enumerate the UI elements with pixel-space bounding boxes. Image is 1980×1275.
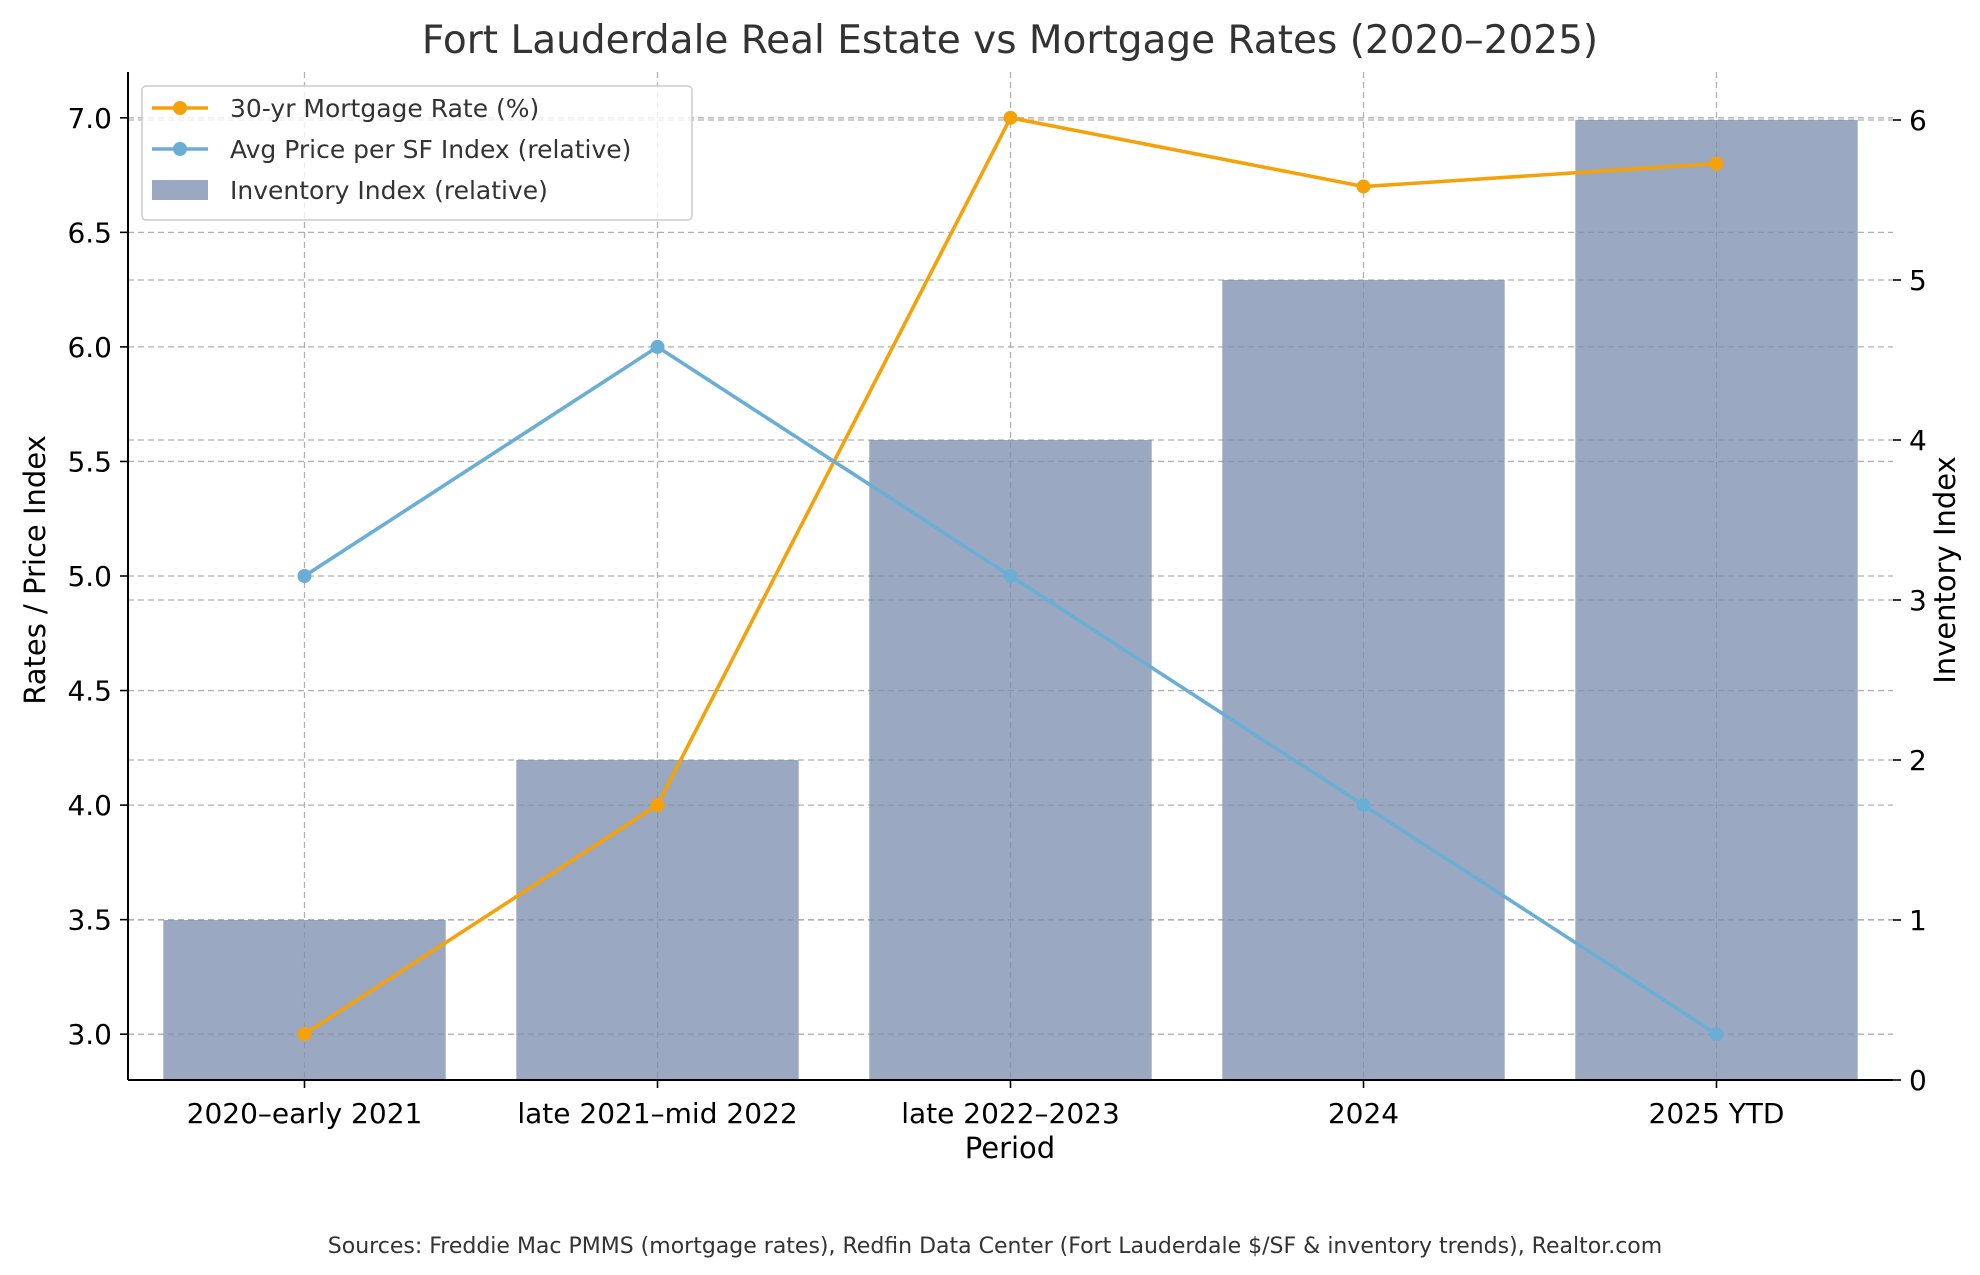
legend-frame <box>141 85 693 221</box>
legend-marker <box>173 142 187 156</box>
y-left-tick-label: 7.0 <box>67 102 112 135</box>
inventory-bar <box>1575 120 1858 1080</box>
x-tick-label: 2024 <box>1328 1097 1399 1130</box>
line-series <box>297 110 1724 1042</box>
inventory-bar <box>516 760 799 1080</box>
series-point <box>1709 1027 1724 1042</box>
y-left-tick-label: 3.0 <box>67 1018 112 1051</box>
axes <box>120 72 1901 1088</box>
series-point <box>1356 179 1371 194</box>
series-point <box>1709 156 1724 171</box>
y-left-tick-label: 6.5 <box>67 216 112 249</box>
legend: 30-yr Mortgage Rate (%) Avg Price per SF … <box>141 85 693 221</box>
series-point <box>650 798 665 813</box>
series-point <box>1356 798 1371 813</box>
y-right-tick-label: 5 <box>1909 264 1927 297</box>
inventory-bar <box>163 920 446 1080</box>
x-tick-label: 2020–early 2021 <box>187 1097 423 1130</box>
y-axis-right-title: Inventory Index <box>1928 456 1962 684</box>
y-right-tick-label: 6 <box>1909 104 1927 137</box>
y-axis-left-title: Rates / Price Index <box>18 435 52 705</box>
legend-label: Avg Price per SF Index (relative) <box>230 135 631 164</box>
series-point <box>1003 110 1018 125</box>
x-axis-title: Period <box>965 1131 1055 1165</box>
y-right-tick-label: 2 <box>1909 744 1927 777</box>
y-right-tick-label: 3 <box>1909 584 1927 617</box>
x-tick-label: 2025 YTD <box>1649 1097 1785 1130</box>
y-left-tick-label: 4.5 <box>67 675 112 708</box>
legend-marker <box>173 101 187 115</box>
x-tick-label: late 2021–mid 2022 <box>517 1097 797 1130</box>
inventory-bar <box>1222 280 1505 1080</box>
y-left-tick-label: 4.0 <box>67 789 112 822</box>
y-left-tick-label: 6.0 <box>67 331 112 364</box>
y-left-tick-label: 5.0 <box>67 560 112 593</box>
series-point <box>650 339 665 354</box>
inventory-bar <box>869 440 1152 1080</box>
legend-label: Inventory Index (relative) <box>230 176 548 205</box>
y-left-tick-label: 3.5 <box>67 904 112 937</box>
y-right-tick-label: 0 <box>1909 1064 1927 1097</box>
source-note: Sources: Freddie Mac PMMS (mortgage rate… <box>328 1234 1662 1259</box>
bar-series <box>163 120 1858 1080</box>
legend-label: 30-yr Mortgage Rate (%) <box>230 94 539 123</box>
series-point <box>297 1027 312 1042</box>
series-point <box>1003 569 1018 583</box>
legend-bar-swatch <box>152 180 208 200</box>
x-tick-label: late 2022–2023 <box>901 1097 1120 1130</box>
series-point <box>297 569 312 583</box>
y-right-tick-label: 4 <box>1909 424 1927 457</box>
chart-title: Fort Lauderdale Real Estate vs Mortgage … <box>422 18 1598 63</box>
y-right-tick-label: 1 <box>1909 904 1927 937</box>
y-left-tick-label: 5.5 <box>67 445 112 478</box>
tick-labels: 3.0 3.5 4.0 4.5 5.0 5.5 6.0 6.5 7.0 0 1 2 3 4 5 6 2020–e… <box>67 102 1926 1130</box>
